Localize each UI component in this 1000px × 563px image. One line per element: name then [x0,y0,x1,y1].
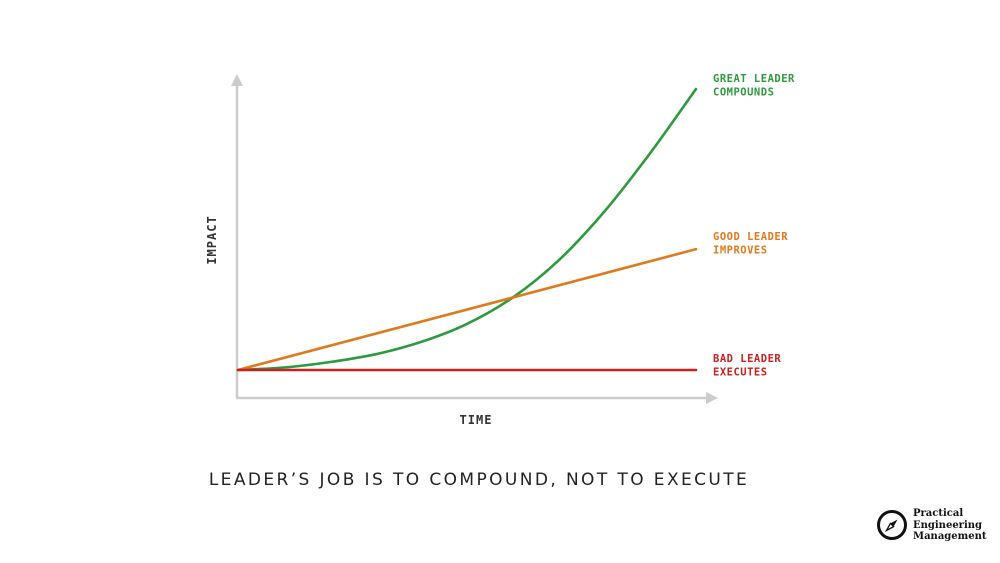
series-label-good-line-1: GOOD LEADER [713,231,788,243]
compass-icon [877,510,907,540]
series-layer [236,87,698,372]
brand-logo: Practical Engineering Management [876,508,996,544]
series-label-bad-line-1: BAD LEADER [713,353,781,365]
y-axis-arrowhead-icon [231,74,243,86]
logo-line-2: Engineering [913,519,983,531]
logo-line-1: Practical [913,508,964,519]
logo-wordmark: Practical Engineering Management [913,508,987,543]
x-axis-label: TIME [460,413,493,427]
x-axis-arrowhead-icon [706,392,718,404]
series-label-layer: GREAT LEADER COMPOUNDS GOOD LEADER IMPROVES… [713,73,795,379]
logo-line-3: Management [913,531,987,542]
series-label-bad-line-2: EXECUTES [713,367,768,379]
series-line-good [236,247,698,372]
series-label-great-line-1: GREAT LEADER [713,73,795,85]
chart-axes [231,74,718,404]
chart-caption: LEADER’S JOB IS TO COMPOUND, NOT TO EXEC… [208,470,750,490]
series-label-good-line-2: IMPROVES [713,245,768,257]
series-label-great-line-2: COMPOUNDS [713,87,774,99]
y-axis-label: IMPACT [205,215,219,264]
series-line-great [236,87,698,372]
